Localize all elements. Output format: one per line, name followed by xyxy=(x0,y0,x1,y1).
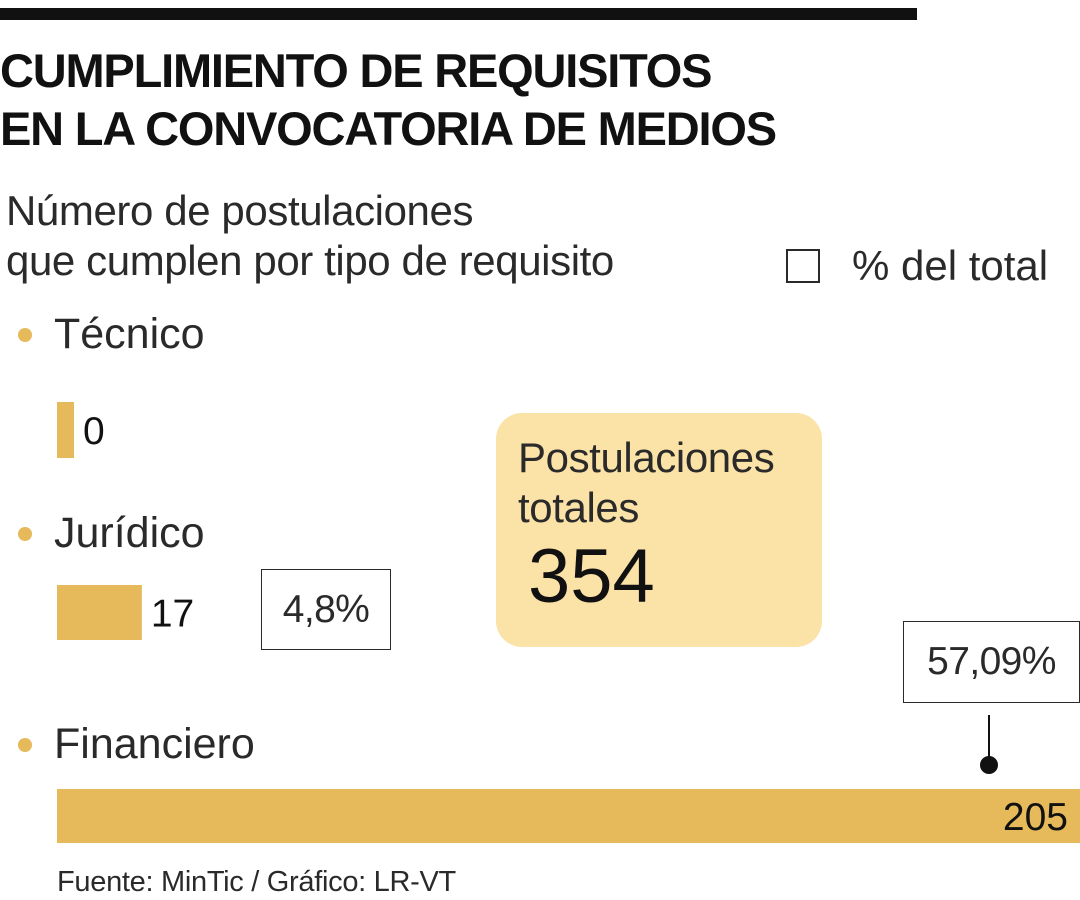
bar-financiero xyxy=(57,789,1080,843)
percent-box-financiero: 57,09% xyxy=(903,621,1080,703)
category-financiero: Financiero xyxy=(18,720,255,769)
category-tecnico: Técnico xyxy=(18,310,205,359)
chart-subtitle: Número de postulaciones que cumplen por … xyxy=(6,186,614,286)
legend: % del total xyxy=(786,242,1048,290)
total-applications-box: Postulaciones totales 354 xyxy=(496,413,822,647)
chart-subtitle-line-2: que cumplen por tipo de requisito xyxy=(6,237,614,284)
bar-juridico xyxy=(57,585,142,640)
top-rule xyxy=(0,8,917,20)
bullet-icon xyxy=(18,526,32,541)
chart-title-line-2: EN LA CONVOCATORIA DE MEDIOS xyxy=(0,102,777,155)
legend-label: % del total xyxy=(852,242,1049,289)
value-label-juridico: 17 xyxy=(151,593,194,636)
percent-label-juridico: 4,8% xyxy=(282,587,370,631)
category-label-financiero: Financiero xyxy=(54,720,255,768)
bullet-icon xyxy=(18,327,32,342)
value-label-financiero: 205 xyxy=(1003,796,1068,839)
category-label-tecnico: Técnico xyxy=(54,310,205,358)
total-label-line-2: totales xyxy=(518,484,639,531)
chart-subtitle-line-1: Número de postulaciones xyxy=(6,187,474,234)
percent-box-juridico: 4,8% xyxy=(261,569,391,650)
legend-square-icon xyxy=(786,249,820,283)
percent-label-financiero: 57,09% xyxy=(927,640,1056,683)
bar-tecnico xyxy=(57,402,74,458)
leader-dot-icon xyxy=(980,756,998,774)
source-credit: Fuente: MinTic / Gráfico: LR-VT xyxy=(57,866,456,898)
chart-title: CUMPLIMIENTO DE REQUISITOS EN LA CONVOCA… xyxy=(0,42,777,158)
category-juridico: Jurídico xyxy=(18,509,205,558)
bullet-icon xyxy=(18,737,32,752)
total-value: 354 xyxy=(528,534,655,619)
value-label-tecnico: 0 xyxy=(83,410,105,453)
total-label-line-1: Postulaciones xyxy=(518,434,775,481)
chart-title-line-1: CUMPLIMIENTO DE REQUISITOS xyxy=(0,44,713,97)
category-label-juridico: Jurídico xyxy=(54,509,205,557)
